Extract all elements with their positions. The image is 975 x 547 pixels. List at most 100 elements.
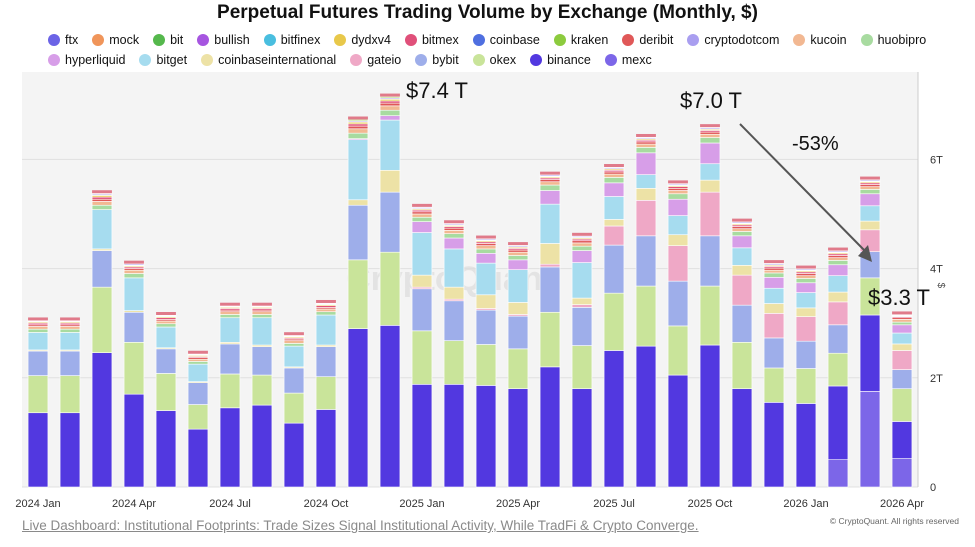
bar-segment-kucoin <box>795 275 817 279</box>
bar-segment-hyperliquid <box>859 193 881 207</box>
legend-item-kucoin[interactable]: kucoin <box>793 30 847 50</box>
bar-segment-bitget <box>283 345 305 368</box>
legend-item-bitfinex[interactable]: bitfinex <box>263 30 321 50</box>
bar-segment-bitget <box>411 232 433 276</box>
legend-item-bullish[interactable]: bullish <box>197 30 250 50</box>
legend-item-deribit[interactable]: deribit <box>622 30 673 50</box>
legend-item-bitmex[interactable]: bitmex <box>404 30 459 50</box>
x-tick-label: 2025 Apr <box>496 498 540 510</box>
legend-label: bit <box>170 33 184 47</box>
legend-item-ftx[interactable]: ftx <box>48 30 78 50</box>
bar-segment-hyperliquid <box>571 250 593 263</box>
legend-label: bitfinex <box>280 33 321 47</box>
bar-segment-deribit <box>699 131 721 135</box>
bar-segment-huobipro <box>411 216 433 222</box>
bar-segment-binance <box>411 384 433 488</box>
bar-segment-huobipro <box>27 328 49 333</box>
y-tick-label: 0 <box>930 482 936 494</box>
bar-segment-okex <box>379 251 401 326</box>
legend-item-dydxv4[interactable]: dydxv4 <box>334 30 391 50</box>
bar-segment-kraken <box>699 126 721 128</box>
bar-segment-huobipro <box>91 204 113 210</box>
bar-segment-okex <box>251 374 273 406</box>
bar-segment-kraken <box>571 235 593 237</box>
bar-segment-bitget <box>251 317 273 346</box>
bar-segment-kraken <box>155 314 177 316</box>
legend-swatch <box>48 54 60 66</box>
bar-segment-bybit <box>891 369 913 390</box>
bar-cap <box>764 260 784 264</box>
legend-item-bybit[interactable]: bybit <box>415 50 459 70</box>
bar-cap <box>604 164 624 168</box>
legend-item-bitget[interactable]: bitget <box>139 50 187 70</box>
bar-segment-hyperliquid <box>539 190 561 205</box>
legend-item-hyperliquid[interactable]: hyperliquid <box>48 50 125 70</box>
legend-swatch <box>201 54 214 66</box>
legend-item-kraken[interactable]: kraken <box>553 30 608 50</box>
annotation-peak-2025: $7.0 T <box>680 88 742 113</box>
bar-segment-hyperliquid <box>507 259 529 270</box>
bar-segment-bitget <box>603 196 625 220</box>
bar-segment-bitget <box>155 326 177 349</box>
bar-segment-gateio <box>827 301 849 326</box>
bar-cap <box>316 299 336 303</box>
legend-item-gateio[interactable]: gateio <box>350 50 401 70</box>
bar-segment-okex <box>219 373 241 409</box>
legend-swatch <box>48 34 60 46</box>
bar-segment-hyperliquid <box>699 142 721 165</box>
bar-segment-hyperliquid <box>603 182 625 197</box>
legend-item-mock[interactable]: mock <box>92 30 139 50</box>
bar-segment-deribit <box>571 240 593 244</box>
bar-segment-bybit <box>411 288 433 332</box>
legend-item-coinbase[interactable]: coinbase <box>472 30 540 50</box>
bar-segment-binance <box>123 393 145 488</box>
bar-segment-mexc <box>859 391 881 488</box>
bar-segment-kraken <box>219 305 241 307</box>
legend-swatch <box>404 34 417 46</box>
legend-item-coinbaseinternational[interactable]: coinbaseinternational <box>201 50 336 70</box>
legend-item-okex[interactable]: okex <box>472 50 516 70</box>
bar-segment-binance <box>763 402 785 488</box>
legend-swatch <box>860 34 873 46</box>
bar-segment-deribit <box>603 171 625 175</box>
bar-cap <box>572 232 592 236</box>
bar-segment-okex <box>91 286 113 353</box>
bar-segment-okex <box>315 376 337 410</box>
bar-segment-kraken <box>731 221 753 223</box>
bar-segment-binance <box>859 314 881 392</box>
bar-segment-hyperliquid <box>827 264 849 276</box>
bar-segment-deribit <box>859 184 881 187</box>
bar-segment-binance <box>219 407 241 488</box>
bar-cap <box>412 203 432 207</box>
dashboard-link[interactable]: Live Dashboard: Institutional Footprints… <box>22 518 699 533</box>
bar-segment-bitget <box>763 287 785 304</box>
legend-item-mexc[interactable]: mexc <box>604 50 652 70</box>
bar-segment-binance <box>891 421 913 459</box>
bar-segment-bybit <box>763 337 785 369</box>
bar-segment-bitget <box>635 174 657 189</box>
y-unit-label: $ <box>935 283 946 289</box>
bar-segment-coinbaseinternational <box>859 220 881 231</box>
bar-segment-gateio <box>763 313 785 339</box>
legend-label: mexc <box>621 53 652 67</box>
bar-segment-binance <box>795 403 817 488</box>
bar-segment-bybit <box>187 382 209 405</box>
bar-segment-bitget <box>443 248 465 288</box>
bar-segment-deribit <box>443 227 465 231</box>
legend-item-bit[interactable]: bit <box>153 30 183 50</box>
legend-item-binance[interactable]: binance <box>530 50 591 70</box>
bar-segment-kucoin <box>283 340 305 344</box>
bar-segment-gateio <box>667 245 689 282</box>
legend-item-huobipro[interactable]: huobipro <box>860 30 926 50</box>
bar-segment-bybit <box>59 350 81 376</box>
bar-segment-okex <box>507 348 529 390</box>
bar-segment-kucoin <box>155 320 177 325</box>
bar-segment-huobipro <box>347 132 369 139</box>
legend-item-cryptodotcom[interactable]: cryptodotcom <box>687 30 779 50</box>
bar-segment-okex <box>667 325 689 376</box>
bar-segment-deribit <box>635 141 657 145</box>
legend-swatch <box>472 34 485 46</box>
bar-segment-kraken <box>539 174 561 176</box>
bar-segment-kucoin <box>667 190 689 195</box>
